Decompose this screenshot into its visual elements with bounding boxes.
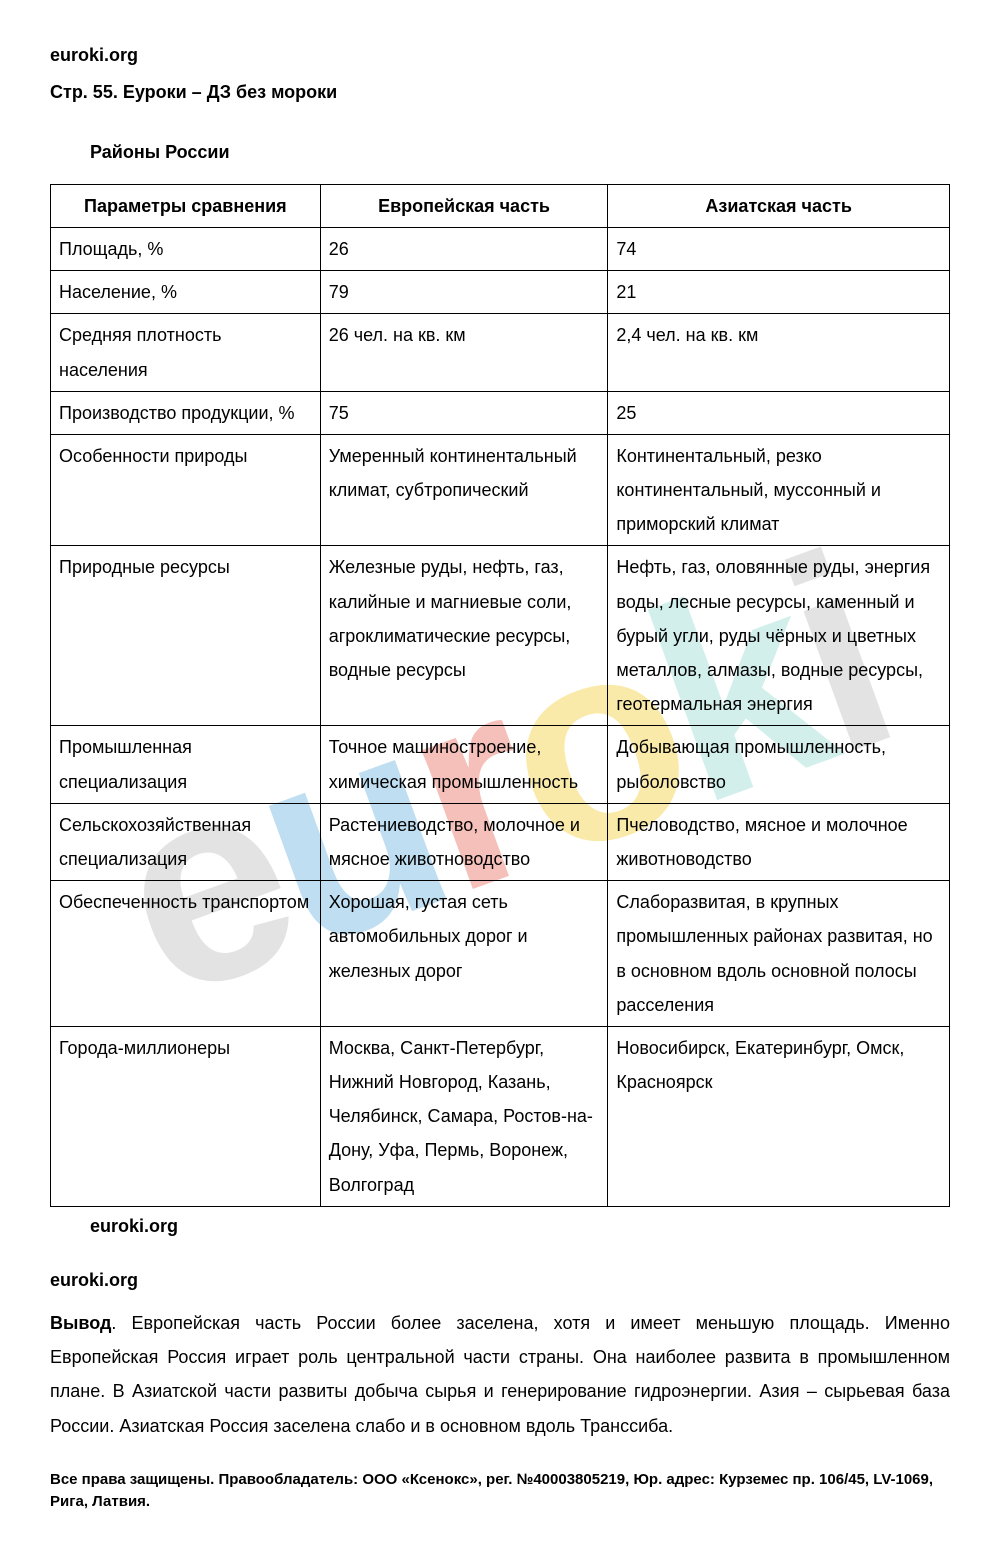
cell-param: Обеспеченность транспортом — [51, 881, 321, 1027]
section-heading: Районы России — [90, 137, 950, 168]
table-row: Производство продукции, %7525 — [51, 391, 950, 434]
page-title: Стр. 55. Еуроки – ДЗ без мороки — [50, 77, 950, 108]
table-row: Население, %7921 — [51, 271, 950, 314]
cell-european: 75 — [320, 391, 608, 434]
table-row: Площадь, %2674 — [51, 227, 950, 270]
cell-asian: Нефть, газ, оловянные руды, энергия воды… — [608, 546, 950, 726]
table-row: Средняя плотность населения26 чел. на кв… — [51, 314, 950, 391]
cell-asian: 25 — [608, 391, 950, 434]
cell-param: Средняя плотность населения — [51, 314, 321, 391]
cell-param: Природные ресурсы — [51, 546, 321, 726]
col-header-param: Параметры сравнения — [51, 184, 321, 227]
cell-european: Умеренный континентальный климат, субтро… — [320, 434, 608, 546]
conclusion-label: Вывод — [50, 1313, 111, 1333]
cell-european: Железные руды, нефть, газ, калийные и ма… — [320, 546, 608, 726]
cell-asian: Новосибирск, Екатеринбург, Омск, Красноя… — [608, 1026, 950, 1206]
cell-european: 26 — [320, 227, 608, 270]
table-row: Особенности природыУмеренный континентал… — [51, 434, 950, 546]
cell-param: Города-миллионеры — [51, 1026, 321, 1206]
table-row: Города-миллионерыМосква, Санкт-Петербург… — [51, 1026, 950, 1206]
cell-param: Сельскохозяйственная специализация — [51, 803, 321, 880]
site-link-after-table: euroki.org — [90, 1211, 950, 1242]
cell-european: Москва, Санкт-Петербург, Нижний Новгород… — [320, 1026, 608, 1206]
table-body: Площадь, %2674Население, %7921Средняя пл… — [51, 227, 950, 1206]
cell-european: Растениеводство, молочное и мясное живот… — [320, 803, 608, 880]
cell-european: Хорошая, густая сеть автомобильных дорог… — [320, 881, 608, 1027]
cell-european: 79 — [320, 271, 608, 314]
table-row: Промышленная специализацияТочное машинос… — [51, 726, 950, 803]
col-header-as: Азиатская часть — [608, 184, 950, 227]
cell-asian: 21 — [608, 271, 950, 314]
col-header-eu: Европейская часть — [320, 184, 608, 227]
site-link-top: euroki.org — [50, 40, 950, 71]
cell-asian: Пчеловодство, мясное и молочное животнов… — [608, 803, 950, 880]
cell-param: Население, % — [51, 271, 321, 314]
table-row: Природные ресурсыЖелезные руды, нефть, г… — [51, 546, 950, 726]
table-row: Обеспеченность транспортомХорошая, густа… — [51, 881, 950, 1027]
conclusion-text: . Европейская часть России более заселен… — [50, 1313, 950, 1436]
cell-param: Промышленная специализация — [51, 726, 321, 803]
cell-param: Производство продукции, % — [51, 391, 321, 434]
cell-asian: Добывающая промышленность, рыболовство — [608, 726, 950, 803]
table-header-row: Параметры сравнения Европейская часть Аз… — [51, 184, 950, 227]
comparison-table: Параметры сравнения Европейская часть Аз… — [50, 184, 950, 1207]
site-link-body: euroki.org — [50, 1265, 950, 1296]
cell-european: 26 чел. на кв. км — [320, 314, 608, 391]
cell-european: Точное машиностроение, химическая промыш… — [320, 726, 608, 803]
conclusion: Вывод. Европейская часть России более за… — [50, 1306, 950, 1443]
cell-asian: 2,4 чел. на кв. км — [608, 314, 950, 391]
footer-copyright: Все права защищены. Правообладатель: ООО… — [50, 1469, 950, 1514]
cell-param: Площадь, % — [51, 227, 321, 270]
cell-param: Особенности природы — [51, 434, 321, 546]
cell-asian: Слаборазвитая, в крупных промышленных ра… — [608, 881, 950, 1027]
cell-asian: 74 — [608, 227, 950, 270]
cell-asian: Континентальный, резко континентальный, … — [608, 434, 950, 546]
table-row: Сельскохозяйственная специализацияРастен… — [51, 803, 950, 880]
